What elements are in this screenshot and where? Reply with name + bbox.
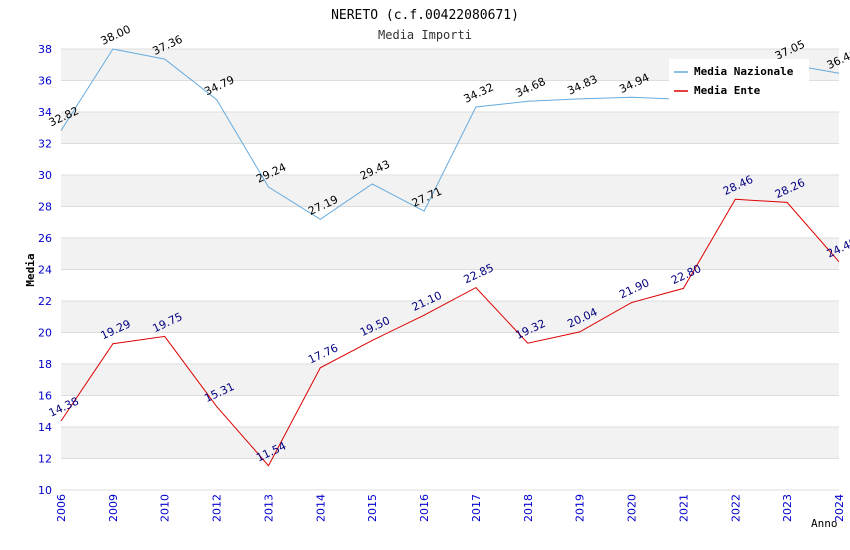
grid-band	[61, 206, 839, 238]
x-tick-label: 2016	[418, 494, 431, 522]
grid-band	[61, 332, 839, 364]
y-tick-label: 34	[38, 106, 52, 119]
grid-band	[61, 238, 839, 270]
y-tick-label: 30	[38, 169, 52, 182]
y-tick-label: 12	[38, 453, 52, 466]
y-tick-label: 16	[38, 390, 52, 403]
grid-band	[61, 458, 839, 490]
x-tick-label: 2010	[159, 494, 172, 522]
y-tick-label: 14	[38, 421, 52, 434]
legend-box	[669, 59, 809, 101]
chart-title: NERETO (c.f.00422080671)	[331, 8, 519, 23]
y-tick-label: 18	[38, 358, 52, 371]
x-tick-label: 2022	[729, 494, 742, 522]
y-tick-label: 28	[38, 201, 52, 214]
y-tick-label: 38	[38, 43, 52, 56]
y-tick-label: 20	[38, 327, 52, 340]
x-tick-label: 2009	[107, 494, 120, 522]
background-bands	[61, 48, 839, 491]
x-axis-label: Anno	[811, 517, 838, 530]
legend-label-nazionale: Media Nazionale	[694, 65, 794, 78]
y-axis-label: Media	[24, 253, 37, 286]
x-tick-label: 2017	[470, 494, 483, 522]
series-line-ente	[60, 198, 840, 467]
chart-subtitle: Media Importi	[378, 28, 472, 42]
x-tick-label: 2024	[833, 494, 846, 522]
grid-band	[61, 395, 839, 427]
data-label: 38.00	[99, 23, 133, 48]
y-tick-label: 22	[38, 295, 52, 308]
grid-band	[61, 427, 839, 459]
x-tick-label: 2020	[626, 494, 639, 522]
x-tick-label: 2014	[314, 494, 327, 522]
legend: Media Nazionale Media Ente	[669, 59, 809, 101]
y-tick-label: 10	[38, 484, 52, 497]
legend-label-ente: Media Ente	[694, 84, 761, 97]
x-tick-label: 2021	[677, 494, 690, 522]
grid-band	[61, 112, 839, 144]
x-tick-label: 2012	[211, 494, 224, 522]
grid-band	[61, 301, 839, 333]
x-axis-ticks: 2006 2009 2010 2012 2013 2014 2015 2016 2017 2018…	[55, 494, 846, 522]
x-tick-label: 2018	[522, 494, 535, 522]
x-tick-label: 2019	[574, 494, 587, 522]
y-tick-label: 32	[38, 138, 52, 151]
grid-band	[61, 175, 839, 207]
grid-band	[61, 269, 839, 301]
y-tick-label: 26	[38, 232, 52, 245]
x-tick-label: 2015	[366, 494, 379, 522]
x-tick-label: 2006	[55, 494, 68, 522]
y-axis-ticks: 10 12 14 16 18 20 22 24 26 28 30 32 34 36 38	[38, 43, 52, 497]
y-tick-label: 24	[38, 264, 52, 277]
x-tick-label: 2023	[781, 494, 794, 522]
x-tick-label: 2013	[262, 494, 275, 522]
y-tick-label: 36	[38, 75, 52, 88]
grid-band	[61, 364, 839, 396]
